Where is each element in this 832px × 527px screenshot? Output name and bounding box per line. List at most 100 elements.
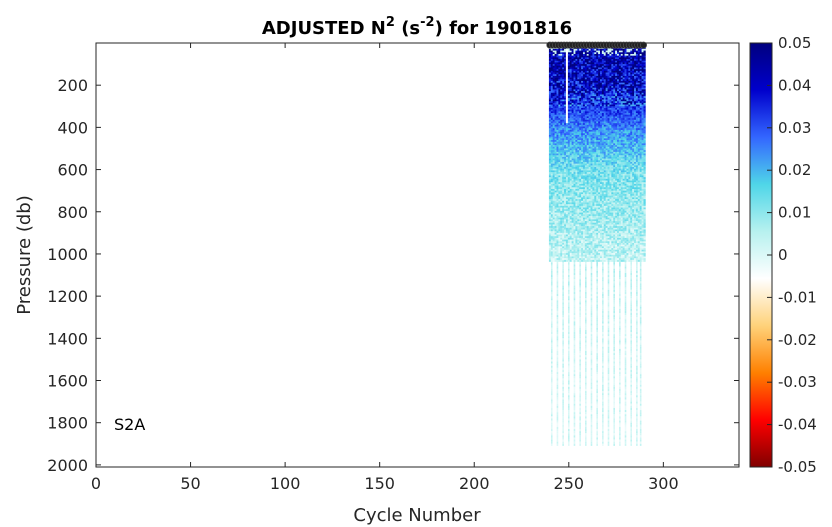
heatmap-cell (582, 158, 586, 161)
heatmap-cell (586, 150, 589, 153)
heatmap-cell (618, 200, 622, 203)
heatmap-cell (609, 138, 612, 141)
heatmap-cell (573, 145, 576, 148)
heatmap-cell (579, 138, 582, 141)
heatmap-cell (603, 182, 606, 185)
heatmap-cell (586, 57, 589, 60)
heatmap-cell (609, 153, 612, 156)
heatmap-cell (556, 146, 559, 149)
heatmap-cell (603, 57, 606, 60)
heatmap-cell (611, 94, 614, 97)
heatmap-cell (605, 91, 608, 94)
heatmap-cell (573, 109, 576, 112)
heatmap-cell (618, 48, 622, 51)
heatmap-cell (562, 84, 565, 87)
heatmap-cell (603, 48, 606, 51)
heatmap-cell (548, 111, 552, 114)
heatmap-cell (577, 163, 580, 166)
heatmap-cell (577, 128, 580, 131)
heatmap-cell (548, 226, 552, 229)
heatmap-cell (605, 192, 608, 195)
heatmap-cell (577, 89, 580, 92)
heatmap-cell (588, 101, 591, 104)
heatmap-cell (613, 212, 616, 215)
heatmap-cell (571, 226, 574, 229)
heatmap-cell (552, 253, 555, 256)
heatmap-cell (609, 182, 612, 185)
heatmap-cell (592, 84, 595, 87)
heatmap-cell (607, 187, 610, 190)
heatmap-cell (567, 143, 571, 146)
heatmap-cell (550, 173, 554, 176)
heatmap-cell (598, 107, 601, 110)
heatmap-cell (596, 168, 599, 171)
heatmap-cell (552, 205, 555, 208)
heatmap-cell (596, 170, 599, 173)
heatmap-cell (562, 92, 565, 95)
heatmap-cell (618, 116, 622, 119)
heatmap-cell (601, 57, 605, 60)
heatmap-cell (598, 172, 601, 175)
heatmap-cell (607, 177, 610, 180)
heatmap-cell (567, 89, 571, 92)
heatmap-cell (582, 118, 586, 121)
heatmap-cell (601, 170, 605, 173)
heatmap-cell (615, 128, 618, 131)
heatmap-cell (615, 194, 618, 197)
heatmap-cell (596, 74, 599, 77)
heatmap-cell (601, 156, 605, 159)
heatmap-cell (598, 116, 601, 119)
heatmap-cell (558, 64, 561, 67)
heatmap-cell (588, 148, 591, 151)
heatmap-cell (584, 153, 588, 156)
heatmap-cell (609, 72, 612, 75)
heatmap-cell (564, 128, 567, 131)
heatmap-cell (582, 168, 586, 171)
heatmap-cell (618, 106, 622, 109)
heatmap-cell (617, 113, 620, 116)
heatmap-cell (592, 123, 595, 126)
heatmap-cell (564, 124, 567, 127)
heatmap-cell (607, 151, 610, 154)
heatmap-cell (567, 106, 571, 109)
heatmap-cell (620, 175, 623, 178)
heatmap-cell (603, 215, 606, 218)
heatmap-cell (594, 197, 597, 200)
heatmap-cell (607, 165, 610, 168)
heatmap-cell (601, 138, 605, 141)
heatmap-cell (620, 256, 623, 259)
heatmap-cell (605, 64, 608, 67)
heatmap-cell (596, 60, 599, 63)
heatmap-cell (579, 156, 582, 159)
heatmap-cell (588, 226, 591, 229)
heatmap-cell (584, 173, 588, 176)
heatmap-cell (556, 246, 559, 249)
heatmap-cell (620, 170, 623, 173)
heatmap-cell (548, 118, 552, 121)
heatmap-cell (560, 256, 563, 259)
heatmap-cell (582, 128, 586, 131)
heatmap-cell (600, 94, 603, 97)
heatmap-cell (592, 97, 595, 100)
heatmap-cell (550, 251, 554, 254)
heatmap-cell (569, 91, 572, 94)
heatmap-cell (607, 197, 610, 200)
heatmap-cell (592, 244, 595, 247)
heatmap-cell (554, 94, 557, 97)
heatmap-cell (611, 67, 614, 70)
heatmap-cell (565, 180, 569, 183)
heatmap-cell (613, 69, 616, 72)
heatmap-cell (617, 163, 620, 166)
heatmap-cell (548, 204, 552, 207)
heatmap-cell (567, 155, 571, 158)
heatmap-cell (548, 192, 552, 195)
heatmap-cell (558, 207, 561, 210)
heatmap-cell (564, 48, 567, 51)
heatmap-cell (560, 55, 563, 58)
heatmap-cell (571, 209, 574, 212)
heatmap-cell (613, 234, 616, 237)
heatmap-cell (618, 104, 622, 107)
heatmap-cell (584, 140, 588, 143)
heatmap-cell (601, 80, 605, 83)
heatmap-cell (582, 151, 586, 154)
